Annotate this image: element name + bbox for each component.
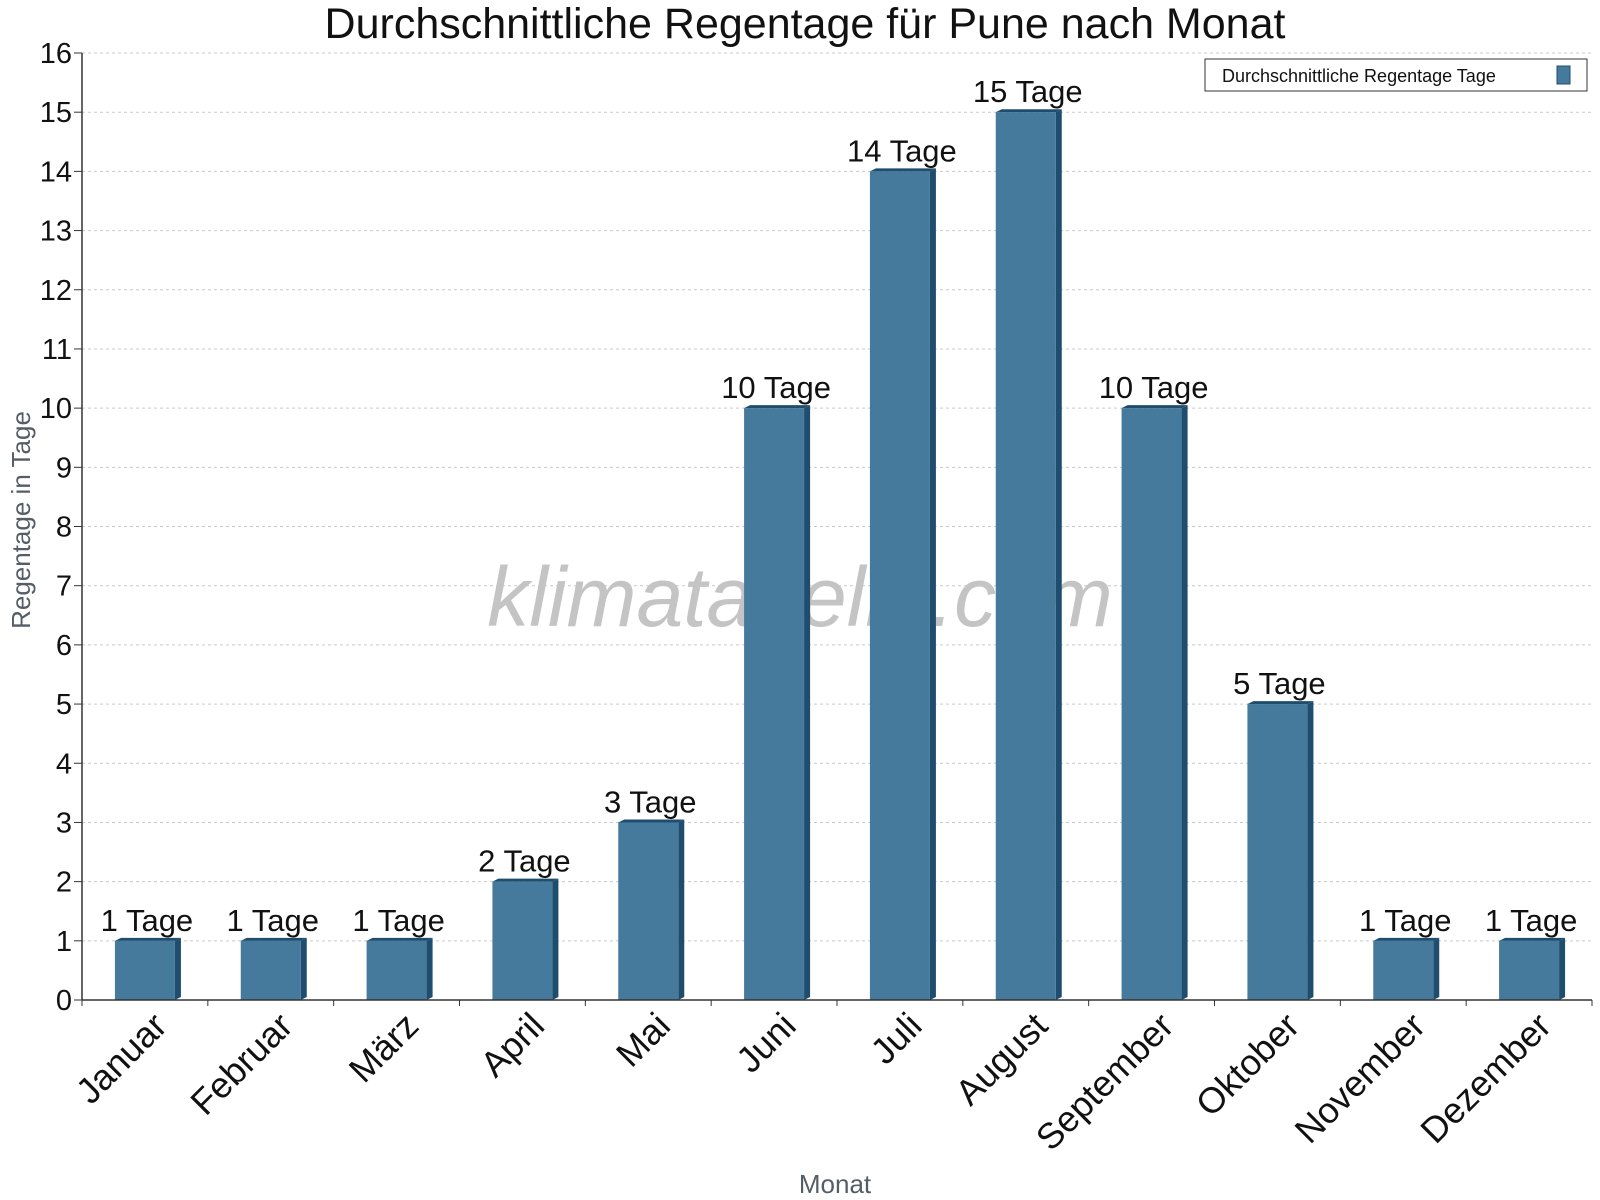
bar-top [618,819,685,823]
y-tick-label: 4 [56,748,72,780]
legend-swatch [1556,65,1571,85]
x-tick-label: Januar [68,1005,175,1112]
bar-value-label: 5 Tage [1233,666,1326,701]
x-axis-title: Monat [799,1169,872,1199]
y-tick-label: 11 [42,334,72,366]
x-tick-label: August [947,1005,1055,1113]
y-tick-label: 13 [40,216,72,248]
bar-value-label: 1 Tage [352,903,445,938]
bar [995,112,1056,1000]
x-tick-label: September [1028,1005,1182,1159]
bar-top [492,878,559,882]
bar-value-label: 1 Tage [1485,903,1578,938]
bar-value-label: 3 Tage [604,784,697,819]
bar-side [300,937,307,1000]
y-tick-label: 14 [40,156,72,188]
bar-top [366,937,433,941]
x-tick-label: Dezember [1412,1005,1558,1151]
y-axis-title: Regentage in Tage [6,411,36,629]
bar-side [1055,109,1062,1000]
bar-top [1499,937,1566,941]
y-tick-label: 12 [40,275,72,307]
y-tick-label: 5 [56,689,72,721]
bar-value-label: 10 Tage [721,370,831,405]
x-tick-label: März [341,1005,427,1091]
x-tick-label: Juli [862,1005,929,1072]
x-tick-label: Mai [608,1005,678,1075]
x-tick-label: Juni [728,1005,804,1081]
bar [1499,940,1560,1000]
bar-top [1247,701,1314,705]
x-tick-label: Februar [182,1005,300,1123]
y-tick-label: 2 [56,867,72,899]
bar [869,171,930,1000]
x-tick-label: November [1286,1005,1432,1151]
bar [366,940,427,1000]
bar-top [114,937,181,941]
bar-value-label: 1 Tage [101,903,194,938]
bar-value-label: 1 Tage [1359,903,1452,938]
bars: 1 Tage 1 Tage 1 Tage 2 Tage 3 Tage 10 Tage 14 … [101,74,1578,1000]
legend-label: Durchschnittliche Regentage Tage [1222,66,1496,86]
bar-top [1373,937,1440,941]
bar-value-label: 14 Tage [847,133,957,168]
y-tick-label: 15 [40,97,72,129]
legend: Durchschnittliche Regentage Tage [1204,58,1588,92]
x-tick-label: April [472,1005,552,1085]
y-tick-label: 10 [40,393,72,425]
y-tick-label: 7 [56,571,72,603]
bar [1121,408,1182,1000]
bar-side [804,405,811,1000]
bar-side [929,168,936,1000]
x-tick-label: Oktober [1188,1005,1308,1125]
bar-side [1181,405,1188,1000]
bar [492,881,553,1000]
bar-side [1307,701,1314,1000]
bar-side [426,937,433,1000]
bar-top [744,405,811,409]
bar [1373,940,1434,1000]
bar-top [1121,405,1188,409]
bar-value-label: 15 Tage [973,74,1083,109]
bar-value-label: 1 Tage [226,903,319,938]
y-tick-label: 16 [40,38,72,70]
bar-side [552,878,559,1000]
bar [744,408,805,1000]
bar-value-label: 10 Tage [1099,370,1209,405]
bar-side [678,819,685,1000]
bar-top [240,937,307,941]
y-tick-label: 3 [56,807,72,839]
y-tick-label: 8 [56,512,72,544]
bar [618,822,679,1000]
bar-side [1559,937,1566,1000]
bar [1247,704,1308,1000]
bar-value-label: 2 Tage [478,844,571,879]
bar [240,940,301,1000]
bar-top [869,168,936,172]
bar-side [1433,937,1440,1000]
chart-title: Durchschnittliche Regentage für Pune nac… [325,0,1286,48]
legend-box [1204,58,1588,92]
bar [114,940,175,1000]
grid-lines [82,52,1592,942]
bar-top [995,109,1062,113]
bar-side [174,937,181,1000]
y-tick-label: 0 [56,985,72,1017]
y-tick-label: 1 [56,926,72,958]
y-tick-label: 9 [56,452,72,484]
y-tick-label: 6 [56,630,72,662]
